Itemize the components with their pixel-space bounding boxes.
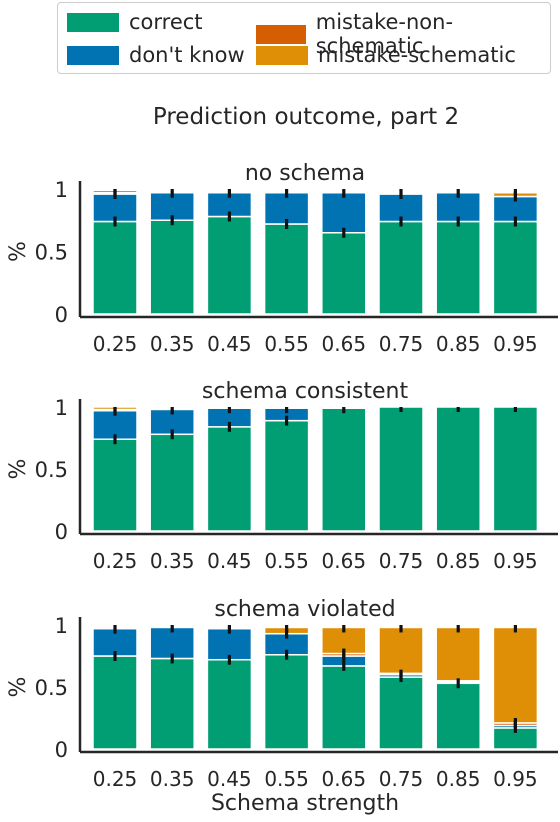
legend-item-dont-know: don't know [67, 43, 245, 67]
panel1-xtick-0.75: 0.75 [379, 332, 424, 356]
panel2-title: schema consistent [202, 379, 409, 404]
panel2-bar-correct-0.35 [149, 433, 195, 532]
panel3-xtick-0.55: 0.55 [264, 767, 309, 791]
panel3-bar-correct-0.65 [321, 665, 367, 750]
panel1-bar-correct-0.75 [378, 220, 424, 315]
panel1-ytick-1: 0.5 [35, 241, 68, 265]
panel2-xtick-0.85: 0.85 [436, 549, 481, 573]
panel1-bar-correct-0.25 [92, 220, 138, 315]
panel3-xtick-0.85: 0.85 [436, 767, 481, 791]
panel3-bar-correct-0.35 [149, 657, 195, 750]
panel2-bar-correct-0.55 [263, 419, 310, 532]
panel1-ylabel: % [6, 241, 31, 262]
panel1-xtick-0.95: 0.95 [493, 332, 538, 356]
panel2-ytick-2: 1 [55, 396, 68, 420]
panel3-xtick-0.35: 0.35 [150, 767, 195, 791]
legend-swatch-mistake-schematic [256, 45, 308, 65]
panel1-bar-correct-0.85 [435, 220, 481, 315]
legend-swatch-mistake-non-schematic [256, 24, 306, 44]
panel1-bar-correct-0.55 [263, 223, 310, 315]
panel1-bar-correct-0.45 [206, 215, 253, 315]
panel1-bar-correct-0.65 [321, 232, 367, 315]
panel3-bar-correct-0.75 [378, 676, 424, 750]
panel1-xtick-0.65: 0.65 [322, 332, 367, 356]
panel2-xtick-0.35: 0.35 [150, 549, 195, 573]
legend-item-mistake-non-schematic: mistake-non-schematic [256, 10, 550, 58]
panel3-xtick-0.95: 0.95 [493, 767, 538, 791]
panel3-ylabel: % [6, 677, 31, 698]
panel2-bar-correct-0.95 [492, 406, 539, 532]
panel2-xtick-0.65: 0.65 [322, 549, 367, 573]
panel3-bar-mistake-schematic-0.85 [435, 626, 481, 682]
legend-swatch-dont-know [67, 45, 119, 65]
panel2-xtick-0.95: 0.95 [493, 549, 538, 573]
legend-label-dont-know: don't know [129, 43, 245, 67]
legend-item-mistake-schematic: mistake-schematic [256, 43, 516, 67]
panel1-xtick-0.35: 0.35 [150, 332, 195, 356]
legend-item-correct: correct [67, 10, 203, 34]
panel2-xtick-0.55: 0.55 [264, 549, 309, 573]
panel3-ytick-2: 1 [55, 614, 68, 638]
legend-label-correct: correct [129, 10, 203, 34]
panel3-bar-correct-0.55 [263, 654, 310, 750]
panel1-bar-correct-0.95 [492, 220, 539, 315]
figure-title: Prediction outcome, part 2 [152, 104, 460, 130]
panel3-bar-correct-0.85 [435, 682, 481, 750]
panel3-bar-mistake-schematic-0.95 [492, 626, 539, 724]
panel3-xtick-0.65: 0.65 [322, 767, 367, 791]
legend-label-mistake-non-schematic: mistake-non-schematic [315, 10, 454, 58]
panel3-xtick-0.25: 0.25 [93, 767, 138, 791]
panel1-xtick-0.25: 0.25 [93, 332, 138, 356]
panel2-bar-correct-0.65 [321, 407, 367, 532]
panel1-xtick-0.85: 0.85 [436, 332, 481, 356]
panel2-bar-correct-0.75 [378, 406, 424, 532]
panel2-bar-correct-0.25 [92, 438, 138, 532]
panel2-bar-correct-0.85 [435, 406, 481, 532]
panel3-xtick-0.75: 0.75 [379, 767, 424, 791]
legend-label-mistake-schematic: mistake-schematic [318, 43, 516, 67]
panel1-bar-don-t-know-0.65 [321, 192, 367, 234]
panel3-ytick-0: 0 [55, 738, 68, 762]
panel1-ytick-2: 1 [55, 178, 68, 202]
panel1-xtick-0.45: 0.45 [207, 332, 252, 356]
legend: correct don't know mistake-non-schematic… [57, 2, 551, 74]
panel2-ylabel: % [6, 459, 31, 480]
panel1-title: no schema [245, 161, 365, 186]
panel1-ytick-0: 0 [55, 303, 68, 327]
panel3-xlabel: Schema strength [211, 791, 399, 816]
panel3-bar-mistake-schematic-0.75 [378, 626, 424, 675]
panel2-xtick-0.75: 0.75 [379, 549, 424, 573]
panel3-xtick-0.45: 0.45 [207, 767, 252, 791]
panel3-bar-correct-0.25 [92, 655, 138, 750]
panel1-bar-correct-0.35 [149, 219, 195, 315]
panel3-bar-correct-0.45 [206, 658, 253, 750]
panel2-ytick-0: 0 [55, 520, 68, 544]
panel2-xtick-0.25: 0.25 [93, 549, 138, 573]
panel2-xtick-0.45: 0.45 [207, 549, 252, 573]
legend-swatch-correct [67, 12, 119, 32]
panel3-title: schema violated [214, 597, 395, 622]
panel2-ytick-1: 0.5 [35, 458, 68, 482]
panel1-bar-don-t-know-0.55 [263, 192, 310, 225]
panel3-ytick-1: 0.5 [35, 676, 68, 700]
panel2-bar-correct-0.45 [206, 426, 253, 532]
panel1-xtick-0.55: 0.55 [264, 332, 309, 356]
